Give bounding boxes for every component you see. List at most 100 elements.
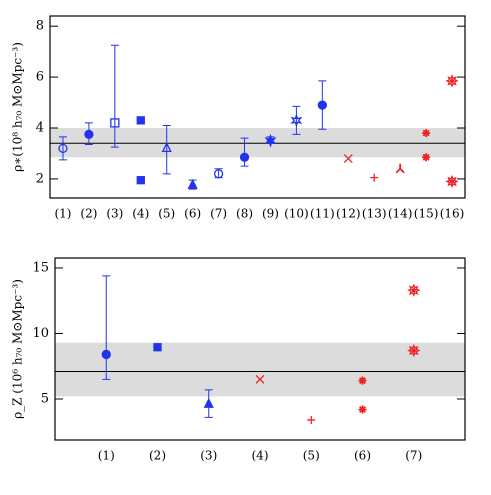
data-point [213, 169, 224, 179]
data-point [58, 143, 68, 154]
x-tick-label: (8) [236, 207, 253, 221]
data-point [136, 176, 145, 185]
x-tick-label: (1) [54, 207, 71, 221]
y-tick-label: 6 [36, 70, 44, 85]
x-tick-label: (13) [362, 207, 387, 221]
data-point [395, 163, 405, 174]
x-tick-label: (7) [210, 207, 227, 221]
x-tick-label: (4) [132, 207, 149, 221]
y-tick-label: 10 [32, 326, 49, 341]
marker-shape [343, 154, 353, 164]
data-point [358, 405, 367, 414]
marker-shape [445, 174, 459, 189]
data-point [101, 349, 111, 360]
data-point [422, 153, 431, 162]
marker-shape [407, 283, 421, 297]
x-tick-label: (3) [106, 207, 123, 221]
marker-shape [449, 78, 455, 84]
data-point [317, 100, 327, 110]
data-point [239, 152, 250, 162]
y-axis-label: ρ∗(10⁸ h₇₀ M⊙Mpc⁻³) [11, 42, 25, 172]
x-tick-label: (6) [184, 207, 201, 221]
x-tick-label: (2) [149, 449, 166, 463]
data-point [110, 118, 120, 128]
marker-shape [239, 152, 250, 162]
x-tick-label: (5) [303, 449, 320, 463]
data-point [84, 129, 94, 140]
marker-shape [255, 374, 265, 384]
marker-shape [307, 415, 316, 424]
marker-shape [153, 343, 162, 352]
data-point [136, 116, 145, 125]
data-point [161, 141, 172, 153]
x-tick-label: (2) [80, 207, 97, 221]
y-tick-label: 2 [36, 171, 44, 186]
marker-shape [187, 178, 198, 189]
y-tick-label: 5 [41, 391, 49, 406]
marker-shape [422, 129, 431, 138]
marker-shape [213, 169, 224, 179]
marker-shape [422, 153, 431, 162]
x-tick-label: (7) [405, 449, 422, 463]
x-tick-label: (6) [354, 449, 371, 463]
data-point [264, 133, 277, 148]
error-bar [58, 136, 67, 161]
error-bar [292, 105, 301, 135]
error-bar [102, 275, 111, 380]
plot-frame [49, 15, 466, 199]
marker-shape [411, 348, 416, 353]
data-point [358, 376, 367, 385]
data-point [255, 374, 265, 384]
data-point [422, 129, 431, 138]
marker-shape [407, 343, 421, 358]
y-tick-label: 8 [36, 19, 44, 34]
marker-shape [317, 100, 327, 110]
marker-shape [370, 173, 379, 182]
marker-shape [358, 405, 367, 414]
x-tick-label: (16) [440, 207, 465, 221]
marker-shape [136, 176, 145, 185]
marker-shape [290, 113, 303, 128]
marker-shape [449, 179, 455, 184]
data-point [153, 343, 162, 352]
data-point [407, 283, 421, 297]
x-tick-label: (4) [252, 449, 269, 463]
marker-shape [411, 288, 416, 293]
marker-shape [264, 133, 277, 148]
x-tick-label: (3) [200, 449, 217, 463]
data-point [290, 113, 303, 128]
x-tick-label: (11) [310, 207, 335, 221]
x-tick-label: (5) [158, 207, 175, 221]
marker-shape [203, 397, 214, 408]
marker-shape [110, 118, 120, 128]
x-tick-label: (10) [284, 207, 309, 221]
x-tick-label: (15) [414, 207, 439, 221]
data-point [187, 178, 198, 189]
data-point [445, 74, 459, 88]
marker-shape [395, 163, 405, 174]
shaded-band [55, 342, 465, 397]
data-point [307, 415, 316, 424]
error-bar [110, 44, 119, 148]
marker-shape [445, 74, 459, 88]
plot-frame [54, 257, 466, 441]
data-point [343, 154, 353, 164]
shaded-band [50, 128, 465, 158]
data-point [370, 173, 379, 182]
y-axis-label: ρ_Z (10⁶ h₇₀ M⊙Mpc⁻³) [11, 279, 25, 419]
marker-shape [136, 116, 145, 125]
data-point [407, 343, 421, 358]
marker-shape [101, 349, 111, 360]
marker-shape [358, 376, 367, 385]
x-tick-label: (9) [262, 207, 279, 221]
data-point [445, 174, 459, 189]
error-bar [162, 124, 171, 175]
y-tick-label: 15 [32, 260, 49, 275]
marker-shape [84, 129, 94, 140]
x-tick-label: (12) [336, 207, 361, 221]
marker-shape [161, 141, 172, 153]
marker-shape [58, 143, 68, 154]
data-point [203, 397, 214, 408]
